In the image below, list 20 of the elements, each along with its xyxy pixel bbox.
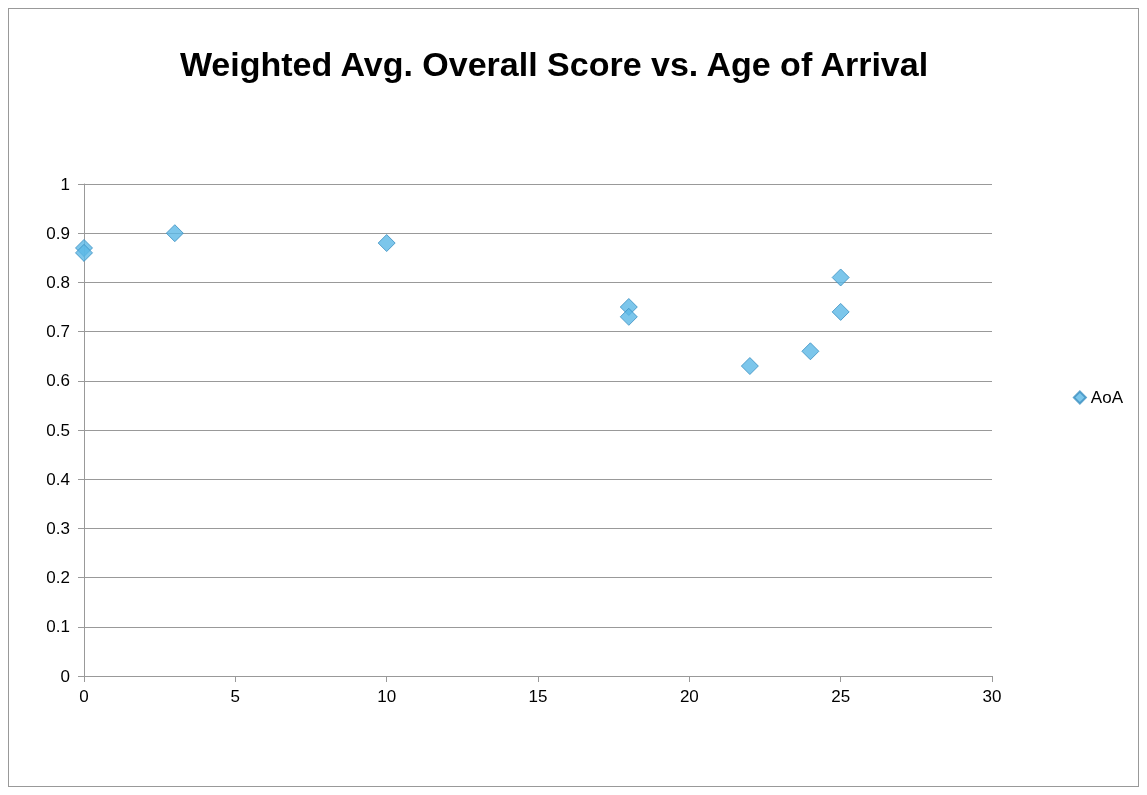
y-tick-label: 0.6 xyxy=(46,371,70,391)
x-tick-label: 20 xyxy=(679,687,699,706)
x-tick-label: 15 xyxy=(528,687,548,706)
y-tick-label: 0.3 xyxy=(46,518,70,538)
y-tick-label: 0.1 xyxy=(46,617,70,637)
x-tick-label: 25 xyxy=(831,687,851,706)
y-tick-label: 0.7 xyxy=(46,322,70,342)
y-tick-label: 1 xyxy=(60,174,70,194)
chart-title: Weighted Avg. Overall Score vs. Age of Arrival xyxy=(179,45,929,83)
y-tick-label: 0 xyxy=(60,666,70,686)
x-tick-label: 10 xyxy=(377,687,397,706)
x-tick-label: 5 xyxy=(230,687,241,706)
y-tick-label: 0.2 xyxy=(46,568,70,588)
y-tick-label: 0.8 xyxy=(46,272,70,292)
y-tick-label: 0.4 xyxy=(46,469,70,489)
y-tick-label: 0.5 xyxy=(46,420,70,440)
x-tick-label: 0 xyxy=(79,687,89,706)
x-tick-label: 30 xyxy=(982,687,1002,706)
y-tick-label: 0.9 xyxy=(46,223,70,243)
legend-label: AoA xyxy=(1090,388,1124,407)
